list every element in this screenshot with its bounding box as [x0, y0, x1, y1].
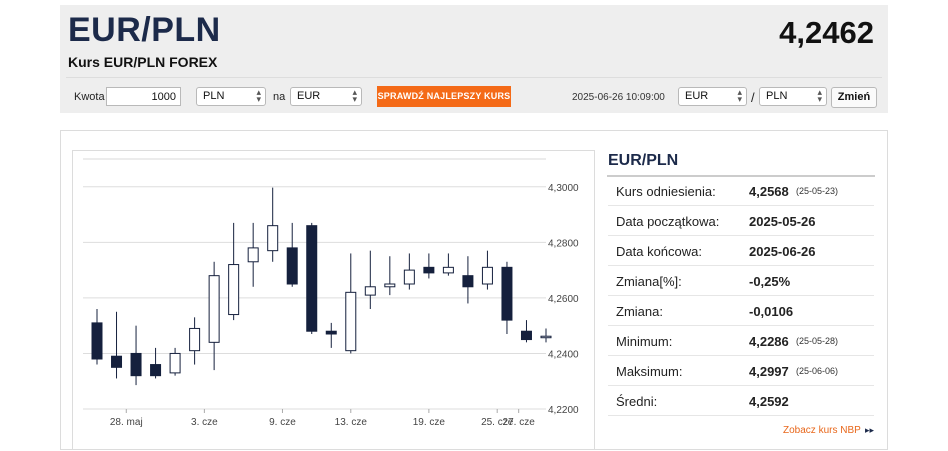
quote-currency-select[interactable]: PLN ▴ ▾	[759, 87, 827, 106]
candle-body	[189, 327, 201, 352]
y-tick-label: 4,2800	[548, 238, 579, 249]
page-subtitle: Kurs EUR/PLN FOREX	[68, 54, 218, 70]
candle-body	[403, 269, 415, 285]
candle-body	[208, 275, 220, 343]
info-row: Średni: 4,2592	[608, 386, 874, 416]
candle-body	[325, 330, 337, 335]
candle-body	[111, 355, 123, 368]
current-rate: 4,2462	[779, 15, 874, 50]
info-row: Data początkowa: 2025-05-26	[608, 206, 874, 236]
y-tick-label: 4,3000	[548, 183, 579, 194]
candle-body	[228, 264, 240, 316]
candle-body	[169, 352, 181, 374]
candle-body	[364, 286, 376, 296]
candlestick-chart: 4,2200 4,2400 4,2600 4,2800 4,3000 28. maj 3. …	[72, 150, 595, 450]
info-row-value: 4,2568	[749, 184, 789, 199]
candle-body	[520, 330, 532, 341]
base-currency-value: EUR	[685, 90, 709, 102]
chart-canvas: 4,2200 4,2400 4,2600 4,2800 4,3000 28. maj 3. …	[83, 158, 579, 428]
candle-body	[384, 283, 396, 288]
x-tick-label: 25. cze	[481, 417, 514, 428]
candle-body	[345, 291, 357, 352]
info-row-label: Średni:	[616, 394, 658, 409]
candle-body	[501, 266, 513, 321]
info-row: Minimum: 4,2286 (25-05-28)	[608, 326, 874, 356]
base-currency-select[interactable]: EUR ▴ ▾	[678, 87, 747, 106]
divider	[66, 77, 882, 78]
pair-separator: /	[751, 90, 755, 105]
x-tick-label: 19. cze	[413, 417, 446, 428]
y-tick-label: 4,2600	[548, 294, 579, 305]
candle-body	[442, 266, 454, 274]
select-arrows-icon: ▴ ▾	[352, 87, 357, 104]
info-row-date: (25-05-23)	[796, 186, 839, 196]
info-row-value: 2025-06-26	[749, 244, 816, 259]
candle-body	[306, 225, 318, 332]
candle-body	[91, 322, 103, 360]
amount-input[interactable]	[106, 87, 181, 106]
from-currency-select[interactable]: PLN ▴ ▾	[196, 87, 266, 106]
best-rate-button[interactable]: SPRAWDŹ NAJLEPSZY KURS	[377, 86, 511, 107]
info-row-label: Zmiana[%]:	[616, 274, 682, 289]
x-tick-label: 13. cze	[335, 417, 368, 428]
nbp-rate-link[interactable]: Zobacz kurs NBP	[783, 425, 861, 436]
change-button[interactable]: Zmień	[831, 87, 877, 108]
y-tick-label: 4,2400	[548, 349, 579, 360]
candle-body	[286, 247, 298, 285]
candle-body	[481, 266, 493, 285]
candle-body	[267, 225, 279, 252]
info-row-value: 4,2592	[749, 394, 789, 409]
from-currency-value: PLN	[203, 90, 225, 102]
info-row-label: Data końcowa:	[616, 244, 702, 259]
x-tick-label: 27. cze	[503, 417, 536, 428]
candle-body	[150, 364, 162, 377]
candle-body	[540, 335, 552, 339]
info-divider	[607, 175, 875, 177]
to-label: na	[273, 91, 286, 103]
info-row-value: 4,2997	[749, 364, 789, 379]
pair-title: EUR/PLN	[68, 11, 221, 49]
info-row-label: Kurs odniesienia:	[616, 184, 716, 199]
info-row: Data końcowa: 2025-06-26	[608, 236, 874, 266]
info-row: Zmiana[%]: -0,25%	[608, 266, 874, 296]
info-row-label: Maksimum:	[616, 364, 683, 379]
select-arrows-icon: ▴ ▾	[817, 87, 822, 104]
x-tick-label: 9. cze	[269, 417, 296, 428]
info-row-label: Minimum:	[616, 334, 673, 349]
info-row-value: 2025-05-26	[749, 214, 816, 229]
x-tick-label: 3. cze	[191, 417, 218, 428]
quote-currency-value: PLN	[766, 90, 788, 102]
candle-body	[423, 266, 435, 274]
info-row-label: Zmiana:	[616, 304, 663, 319]
to-currency-select[interactable]: EUR ▴ ▾	[290, 87, 362, 106]
info-row-date: (25-05-28)	[796, 336, 839, 346]
y-tick-label: 4,2200	[548, 405, 579, 416]
info-row-value: 4,2286	[749, 334, 789, 349]
candle-body	[130, 352, 142, 377]
info-row-label: Data początkowa:	[616, 214, 720, 229]
amount-label: Kwota	[74, 91, 105, 103]
info-row-value: -0,0106	[749, 304, 794, 319]
candle-body	[247, 247, 259, 263]
info-row: Zmiana: -0,0106	[608, 296, 874, 326]
info-row: Kurs odniesienia: 4,2568 (25-05-23)	[608, 176, 874, 206]
info-title: EUR/PLN	[608, 152, 679, 169]
select-arrows-icon: ▴ ▾	[737, 87, 742, 104]
double-arrow-icon: ▸▸	[865, 425, 875, 435]
x-tick-label: 28. maj	[110, 417, 143, 428]
select-arrows-icon: ▴ ▾	[256, 87, 261, 104]
quote-header: EUR/PLN 4,2462 Kurs EUR/PLN FOREX Kwota …	[60, 5, 888, 113]
candle-body	[462, 275, 474, 288]
to-currency-value: EUR	[297, 90, 321, 102]
info-row: Maksimum: 4,2997 (25-06-06)	[608, 356, 874, 386]
info-row-value: -0,25%	[749, 274, 791, 289]
info-row-date: (25-06-06)	[796, 366, 839, 376]
quote-timestamp: 2025-06-26 10:09:00	[572, 92, 665, 103]
